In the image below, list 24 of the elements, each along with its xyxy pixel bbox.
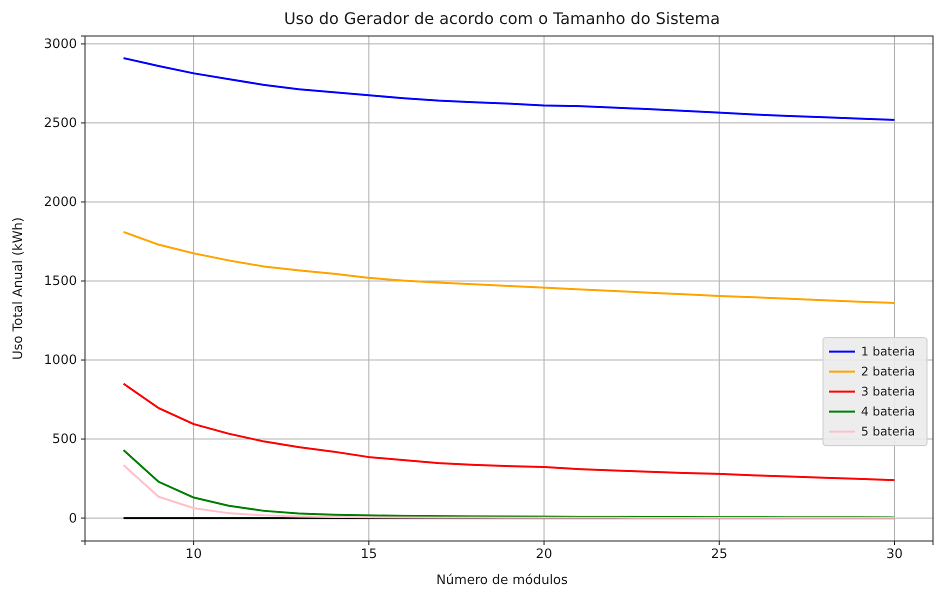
y-tick-label: 1000 bbox=[44, 353, 77, 368]
y-tick-label: 0 bbox=[68, 511, 77, 526]
line-series bbox=[122, 464, 896, 519]
legend-label: 1 bateria bbox=[861, 344, 916, 359]
legend-label: 5 bateria bbox=[861, 424, 916, 439]
x-tick-label: 25 bbox=[710, 547, 728, 562]
x-tick-label: 20 bbox=[536, 547, 552, 562]
x-tick-label: 10 bbox=[185, 547, 202, 562]
legend-label: 4 bateria bbox=[861, 404, 916, 419]
y-tick-label: 2000 bbox=[44, 195, 77, 210]
legend-label: 2 bateria bbox=[861, 364, 916, 379]
x-tick-label: 30 bbox=[886, 547, 903, 562]
line-series bbox=[122, 449, 896, 518]
chart-title: Uso do Gerador de acordo com o Tamanho do Sistema bbox=[284, 9, 720, 28]
x-axis-title: Número de módulos bbox=[436, 573, 568, 588]
y-tick-label: 500 bbox=[52, 432, 77, 448]
line-series bbox=[122, 230, 896, 304]
y-axis-title: Uso Total Anual (kWh) bbox=[11, 217, 26, 360]
x-tick-label: 15 bbox=[360, 547, 378, 562]
y-tick-label: 3000 bbox=[44, 37, 77, 52]
line-series bbox=[122, 57, 896, 121]
legend-label: 3 bateria bbox=[861, 384, 916, 399]
y-tick-label: 1500 bbox=[44, 274, 77, 290]
y-tick-label: 2500 bbox=[44, 116, 77, 132]
